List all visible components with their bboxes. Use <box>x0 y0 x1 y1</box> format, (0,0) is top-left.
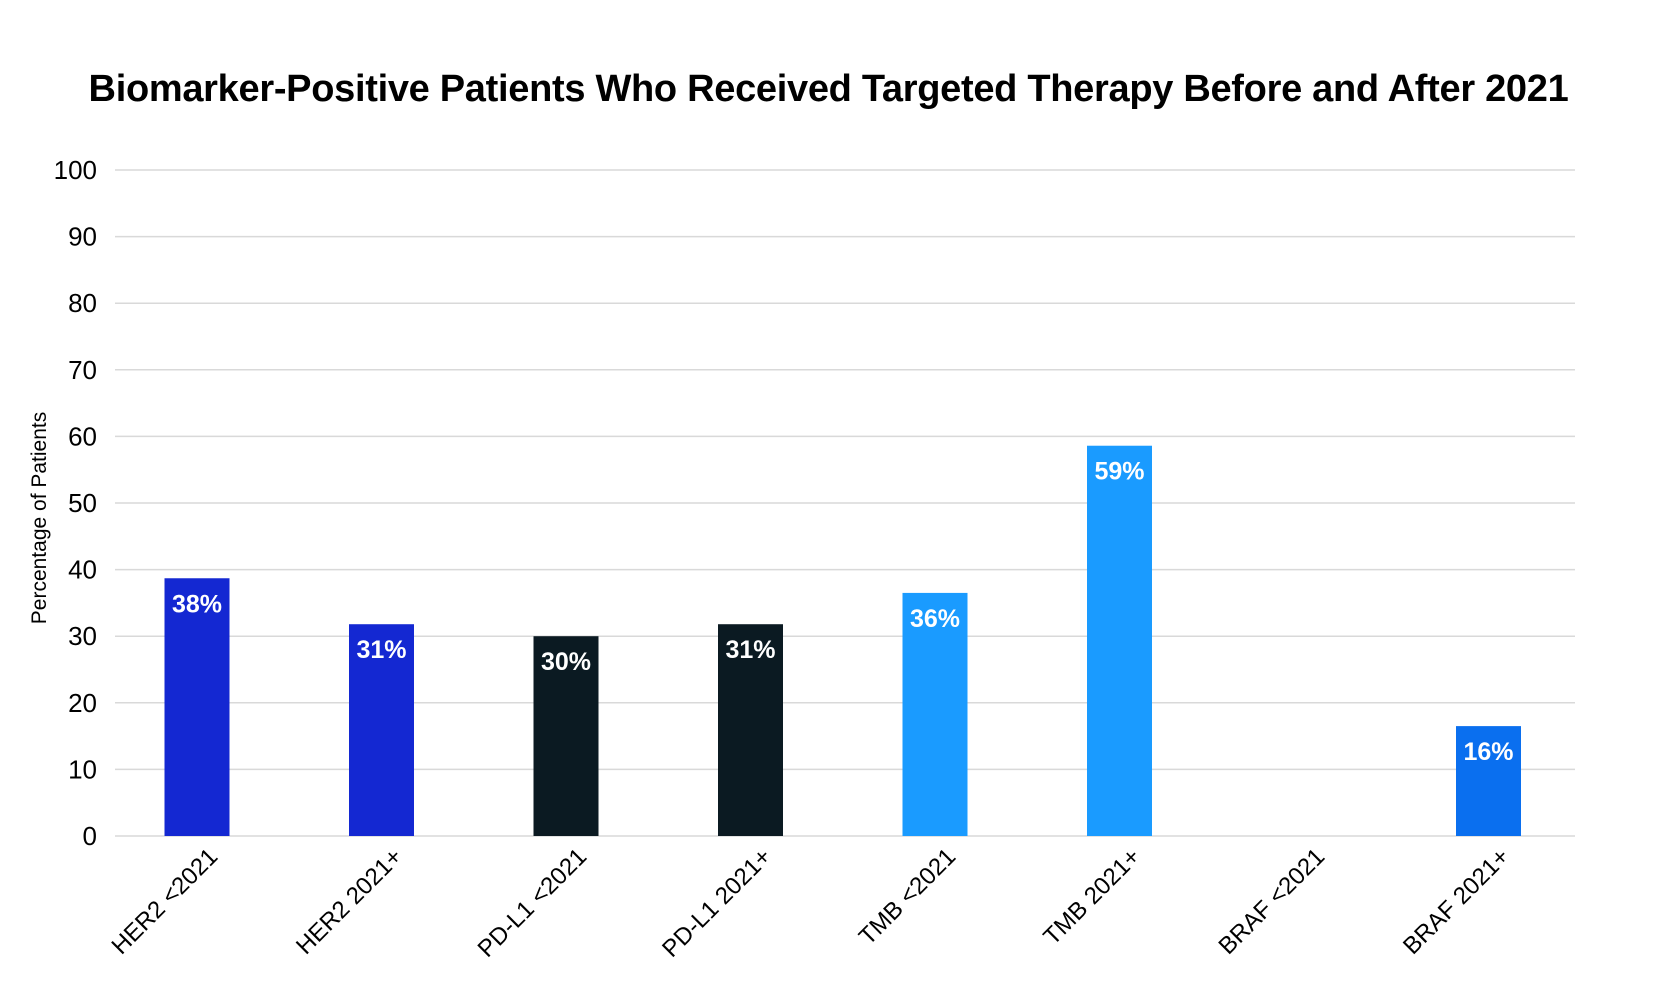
x-category-label: TMB 2021+ <box>1038 843 1145 950</box>
bar <box>718 624 783 836</box>
y-tick-label: 50 <box>68 488 97 518</box>
bar <box>902 592 968 836</box>
y-tick-label: 60 <box>68 421 97 451</box>
gridlines <box>115 169 1575 837</box>
y-tick-label: 10 <box>68 754 97 784</box>
bar-data-label: 38% <box>172 590 222 618</box>
x-category-label: BRAF <2021 <box>1214 843 1331 960</box>
y-axis-title: Percentage of Patients <box>28 412 51 624</box>
bar-data-label: 30% <box>541 648 591 676</box>
y-ticks: 0 10 20 30 40 50 60 70 80 90 100 <box>54 155 97 851</box>
bar-data-label: 31% <box>356 636 406 664</box>
bar-data-label: 59% <box>1094 458 1144 486</box>
bar <box>164 578 230 836</box>
y-tick-label: 20 <box>68 688 97 718</box>
y-tick-label: 90 <box>68 222 97 252</box>
bar-data-label: 36% <box>910 605 960 633</box>
x-categories: HER2 <2021 HER2 2021+ PD-L1 <2021 PD-L1 202… <box>107 843 1515 963</box>
bar <box>533 636 599 836</box>
x-category-label: HER2 <2021 <box>107 843 224 960</box>
y-tick-label: 100 <box>54 155 97 185</box>
y-tick-label: 30 <box>68 621 97 651</box>
bar <box>1087 445 1152 836</box>
y-tick-label: 70 <box>68 355 97 385</box>
y-tick-label: 0 <box>83 821 97 851</box>
x-category-label: PD-L1 2021+ <box>657 843 777 963</box>
bar-data-label: 16% <box>1463 738 1513 766</box>
x-category-label: PD-L1 <2021 <box>473 843 593 963</box>
bars: 38% 31% 30% 31% 36% 59% 16% <box>164 445 1521 836</box>
chart-title: Biomarker-Positive Patients Who Received… <box>88 68 1569 110</box>
x-category-label: TMB <2021 <box>854 843 961 950</box>
bar <box>1456 726 1521 836</box>
x-category-label: HER2 2021+ <box>291 843 408 960</box>
y-tick-label: 80 <box>68 288 97 318</box>
y-tick-label: 40 <box>68 555 97 585</box>
bar <box>349 624 414 836</box>
bar-data-label: 31% <box>725 636 775 664</box>
x-category-label: BRAF 2021+ <box>1398 843 1515 960</box>
